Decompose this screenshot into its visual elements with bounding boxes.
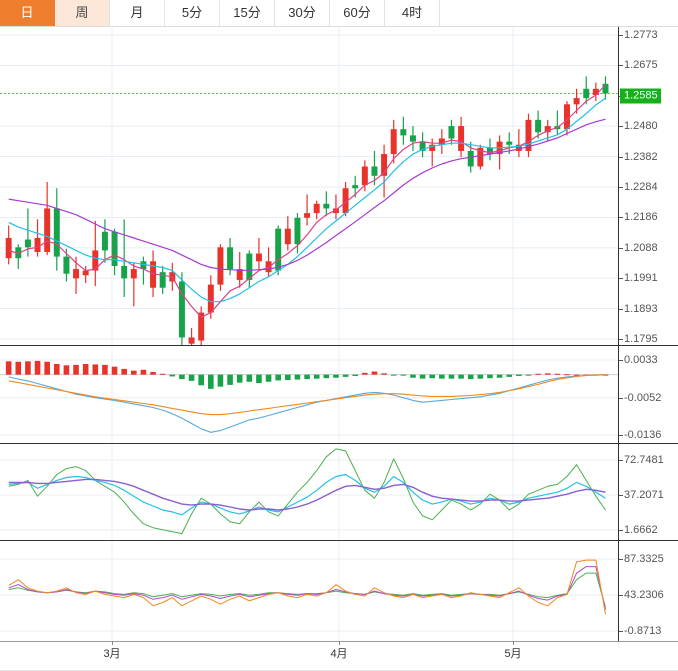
price-axis-tick (619, 65, 623, 67)
price-axis-label: 1.2675 (624, 59, 658, 72)
tab-4时[interactable]: 4时 (385, 0, 440, 26)
kdj-rsi-separator (0, 540, 678, 541)
rsi-axis-tick (619, 595, 623, 596)
macd-kdj-separator (0, 443, 678, 444)
kdj-axis-tick (619, 460, 623, 461)
rsi-chart[interactable] (0, 541, 618, 641)
macd-axis-label: -0.0052 (624, 391, 662, 404)
tab-日[interactable]: 日 (0, 0, 55, 26)
tab-15分[interactable]: 15分 (220, 0, 275, 26)
price-axis-tick (619, 339, 623, 340)
current-price-badge: 1.2585 (620, 88, 661, 104)
rsi-axis-tick (619, 631, 623, 632)
macd-axis-label: -0.0136 (624, 429, 662, 441)
rsi-svg (0, 541, 618, 641)
tab-60分[interactable]: 60分 (330, 0, 385, 26)
macd-svg (0, 346, 618, 443)
kdj-svg (0, 444, 618, 540)
price-axis-label: 1.1893 (624, 302, 658, 315)
macd-chart[interactable] (0, 346, 618, 443)
price-axis-tick (619, 278, 623, 280)
period-tabbar: 日周月 5分 15分 30分 60分 4时 (0, 0, 678, 27)
kdj-axis-tick (619, 495, 623, 496)
tabbar-filler (440, 0, 678, 26)
price-axis: 1.2773 1.2675 1.2585 1.2480 1.2382 1.2284 1.21… (618, 27, 678, 345)
price-axis-tick (619, 217, 623, 219)
price-axis-tick (619, 247, 623, 249)
rsi-axis-label: 43.2306 (624, 589, 664, 601)
kdj-axis-tick (619, 530, 623, 531)
macd-axis-label: 0.0033 (624, 354, 658, 366)
date-tick (339, 641, 340, 645)
price-axis-label: 1.2773 (624, 29, 658, 41)
macd-axis-tick (619, 435, 623, 436)
price-macd-separator (0, 345, 678, 346)
macd-axis-tick (619, 397, 623, 399)
kdj-axis-label: 37.2071 (624, 489, 664, 501)
price-axis-tick (619, 156, 623, 158)
price-axis-label: 1.2284 (624, 181, 658, 193)
rsi-axis: 87.3325 43.2306 -0.8713 (618, 541, 678, 641)
price-axis-label: 1.2088 (624, 241, 658, 254)
date-tick (112, 641, 113, 645)
tab-月[interactable]: 月 (110, 0, 165, 26)
macd-axis-tick (619, 360, 623, 361)
date-label: 4月 (330, 648, 348, 660)
kdj-chart[interactable] (0, 444, 618, 540)
price-axis-tick (619, 187, 623, 188)
date-tick (513, 641, 514, 645)
candlestick-chart[interactable] (0, 27, 618, 345)
date-axis: 3月 4月 5月 (0, 641, 678, 671)
date-label: 5月 (504, 648, 522, 660)
rsi-axis-label: 87.3325 (624, 553, 664, 565)
tab-30分[interactable]: 30分 (275, 0, 330, 26)
price-axis-label: 1.1795 (624, 333, 658, 345)
date-label: 3月 (103, 648, 121, 660)
kdj-axis-label: 1.6662 (624, 524, 658, 536)
kdj-axis: 72.7481 37.2071 1.6662 (618, 444, 678, 540)
rsi-axis-tick (619, 559, 623, 560)
price-axis-label: 1.1991 (624, 272, 658, 285)
price-axis-tick (619, 35, 623, 36)
price-axis-label: 1.2186 (624, 211, 658, 224)
tab-5分[interactable]: 5分 (165, 0, 220, 26)
macd-axis: 0.0033 -0.0052 -0.0136 (618, 346, 678, 443)
price-axis-tick (619, 308, 623, 310)
price-axis-label: 1.2382 (624, 150, 658, 163)
tab-周[interactable]: 周 (55, 0, 110, 26)
rsi-axis-label: -0.8713 (624, 625, 662, 637)
price-axis-label: 1.2480 (624, 120, 658, 133)
candlestick-svg (0, 27, 618, 345)
kdj-axis-label: 72.7481 (624, 454, 664, 466)
price-axis-tick (619, 126, 623, 128)
